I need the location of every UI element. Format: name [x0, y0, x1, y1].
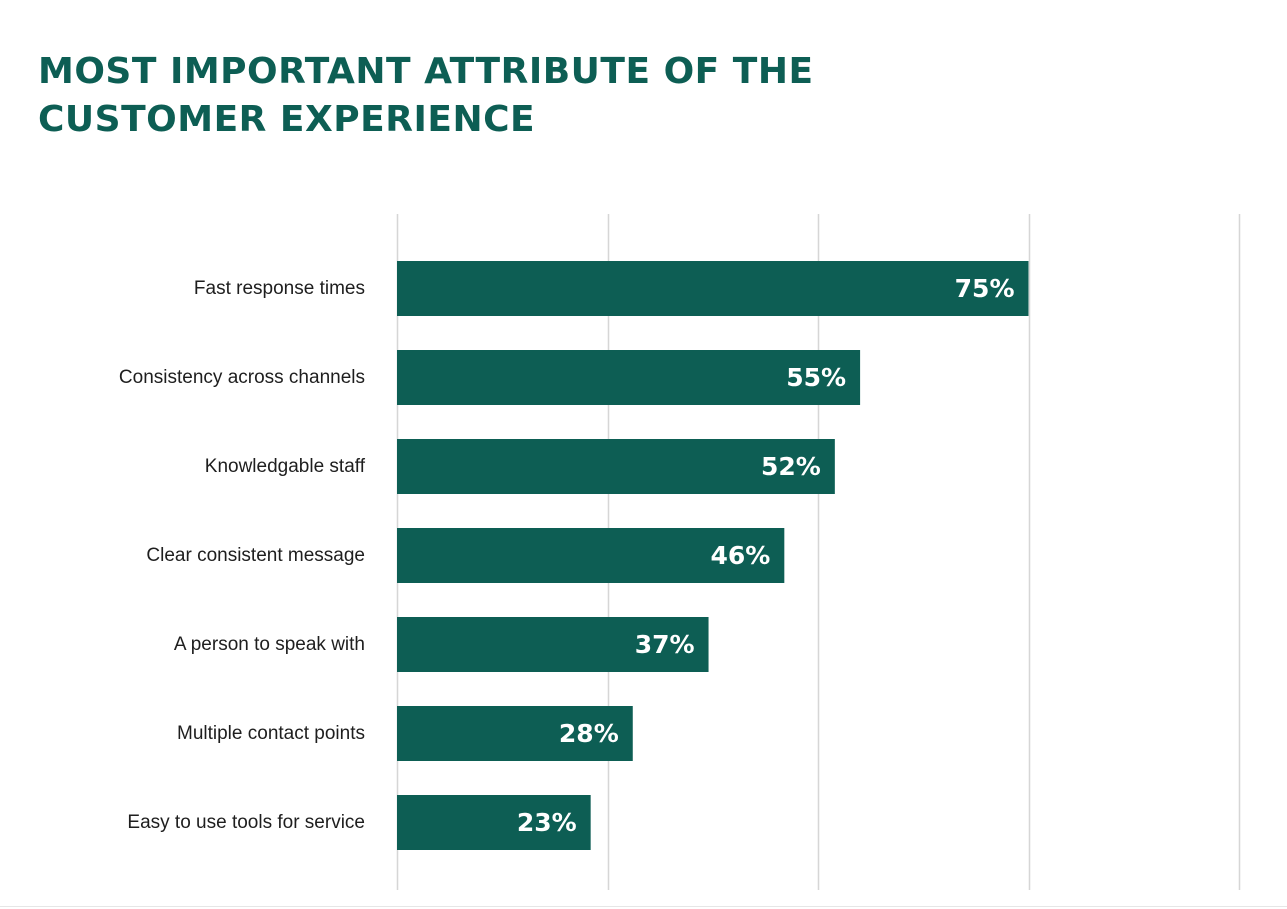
bottom-divider — [0, 906, 1287, 907]
chart-title: MOST IMPORTANT ATTRIBUTE OF THE CUSTOMER… — [38, 48, 938, 144]
category-label-4: A person to speak with — [174, 634, 365, 655]
category-label-6: Easy to use tools for service — [127, 812, 365, 833]
chart-title-line-1: MOST IMPORTANT ATTRIBUTE OF THE — [38, 51, 814, 92]
bar-value-label-0: 75% — [955, 274, 1015, 303]
bar-value-label-3: 46% — [710, 541, 770, 570]
bar-4 — [397, 617, 709, 672]
category-label-1: Consistency across channels — [119, 367, 365, 388]
category-label-2: Knowledgable staff — [205, 456, 366, 477]
bar-0 — [397, 261, 1029, 316]
bar-2 — [397, 439, 835, 494]
bar-3 — [397, 528, 785, 583]
bar-value-label-6: 23% — [517, 808, 577, 837]
category-label-0: Fast response times — [194, 278, 365, 299]
bar-value-label-5: 28% — [559, 719, 619, 748]
bars: 75% 55% 52% 46% 37% 28% 23% — [397, 261, 1029, 850]
bar-1 — [397, 350, 861, 405]
bar-value-label-1: 55% — [786, 363, 846, 392]
chart-title-line-2: CUSTOMER EXPERIENCE — [38, 99, 536, 140]
category-label-3: Clear consistent message — [146, 545, 365, 566]
bar-5 — [397, 706, 633, 761]
bar-6 — [397, 795, 591, 850]
bar-value-label-4: 37% — [635, 630, 695, 659]
category-label-5: Multiple contact points — [177, 723, 365, 744]
bar-value-label-2: 52% — [761, 452, 821, 481]
category-labels: Fast response times Consistency across ch… — [119, 278, 366, 833]
